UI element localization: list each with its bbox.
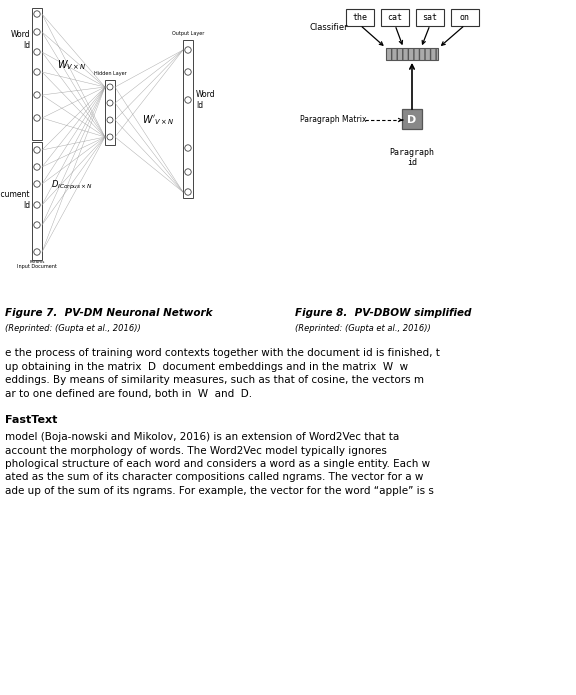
Text: Document
Id: Document Id bbox=[0, 190, 30, 210]
Circle shape bbox=[185, 189, 191, 195]
Text: D: D bbox=[407, 115, 416, 125]
FancyBboxPatch shape bbox=[381, 9, 409, 26]
FancyBboxPatch shape bbox=[386, 48, 438, 60]
Text: Output Layer: Output Layer bbox=[172, 31, 204, 36]
FancyBboxPatch shape bbox=[183, 40, 193, 198]
Text: $D_{ICorpus\times N}$: $D_{ICorpus\times N}$ bbox=[51, 179, 93, 192]
Circle shape bbox=[34, 147, 40, 153]
FancyBboxPatch shape bbox=[346, 9, 374, 26]
Circle shape bbox=[34, 249, 40, 255]
Circle shape bbox=[185, 47, 191, 54]
Text: FastText: FastText bbox=[5, 415, 58, 425]
Text: account the morphology of words. The Word2Vec model typically ignores: account the morphology of words. The Wor… bbox=[5, 445, 387, 455]
Text: eddings. By means of similarity measures, such as that of cosine, the vectors m: eddings. By means of similarity measures… bbox=[5, 375, 424, 385]
FancyBboxPatch shape bbox=[105, 80, 115, 145]
Text: up obtaining in the matrix  D  document embeddings and in the matrix  W  w: up obtaining in the matrix D document em… bbox=[5, 361, 408, 372]
Circle shape bbox=[185, 69, 191, 75]
Circle shape bbox=[185, 145, 191, 152]
Text: Hidden Layer: Hidden Layer bbox=[94, 71, 126, 76]
Text: cat: cat bbox=[388, 13, 403, 22]
Circle shape bbox=[34, 202, 40, 208]
Text: Word
Id: Word Id bbox=[10, 31, 30, 50]
Text: Figure 8.  PV-DBOW simplified: Figure 8. PV-DBOW simplified bbox=[295, 308, 471, 318]
FancyBboxPatch shape bbox=[402, 109, 422, 129]
Text: on: on bbox=[460, 13, 470, 22]
Text: (Reprinted: (Gupta et al., 2016)): (Reprinted: (Gupta et al., 2016)) bbox=[295, 324, 431, 333]
Text: (Reprinted: (Gupta et al., 2016)): (Reprinted: (Gupta et al., 2016)) bbox=[5, 324, 141, 333]
Circle shape bbox=[185, 169, 191, 175]
Circle shape bbox=[34, 115, 40, 121]
Circle shape bbox=[34, 11, 40, 17]
Circle shape bbox=[107, 84, 113, 90]
Text: Params: Params bbox=[29, 260, 45, 264]
Text: Word
Id: Word Id bbox=[196, 90, 215, 110]
Circle shape bbox=[185, 97, 191, 103]
Circle shape bbox=[34, 28, 40, 35]
Text: Classifier: Classifier bbox=[310, 24, 348, 33]
FancyBboxPatch shape bbox=[32, 142, 42, 260]
Text: $W'_{V\times N}$: $W'_{V\times N}$ bbox=[142, 113, 175, 127]
Text: phological structure of each word and considers a word as a single entity. Each : phological structure of each word and co… bbox=[5, 459, 430, 469]
Circle shape bbox=[107, 134, 113, 140]
Text: the: the bbox=[353, 13, 367, 22]
Text: Input Document: Input Document bbox=[17, 264, 57, 269]
Circle shape bbox=[107, 100, 113, 106]
Text: Paragraph Matrix: Paragraph Matrix bbox=[300, 115, 366, 124]
FancyBboxPatch shape bbox=[451, 9, 479, 26]
Circle shape bbox=[34, 164, 40, 170]
FancyBboxPatch shape bbox=[32, 8, 42, 140]
Text: Paragraph
id: Paragraph id bbox=[389, 148, 434, 167]
Text: Figure 7.  PV-DM Neuronal Network: Figure 7. PV-DM Neuronal Network bbox=[5, 308, 213, 318]
Text: ar to one defined are found, both in  W  and  D.: ar to one defined are found, both in W a… bbox=[5, 389, 252, 398]
Circle shape bbox=[34, 92, 40, 98]
Circle shape bbox=[34, 222, 40, 228]
Circle shape bbox=[107, 117, 113, 123]
Text: e the process of training word contexts together with the document id is finishe: e the process of training word contexts … bbox=[5, 348, 440, 358]
Text: $W_{V\times N}$: $W_{V\times N}$ bbox=[57, 58, 87, 72]
Circle shape bbox=[34, 49, 40, 55]
Text: sat: sat bbox=[423, 13, 438, 22]
Text: ade up of the sum of its ngrams. For example, the vector for the word “apple” is: ade up of the sum of its ngrams. For exa… bbox=[5, 486, 434, 496]
FancyBboxPatch shape bbox=[416, 9, 444, 26]
Circle shape bbox=[34, 181, 40, 187]
Text: ated as the sum of its character compositions called ngrams. The vector for a w: ated as the sum of its character composi… bbox=[5, 473, 423, 482]
Circle shape bbox=[34, 69, 40, 75]
Text: model (Boja-nowski and Mikolov, 2016) is an extension of Word2Vec that ta: model (Boja-nowski and Mikolov, 2016) is… bbox=[5, 432, 399, 442]
